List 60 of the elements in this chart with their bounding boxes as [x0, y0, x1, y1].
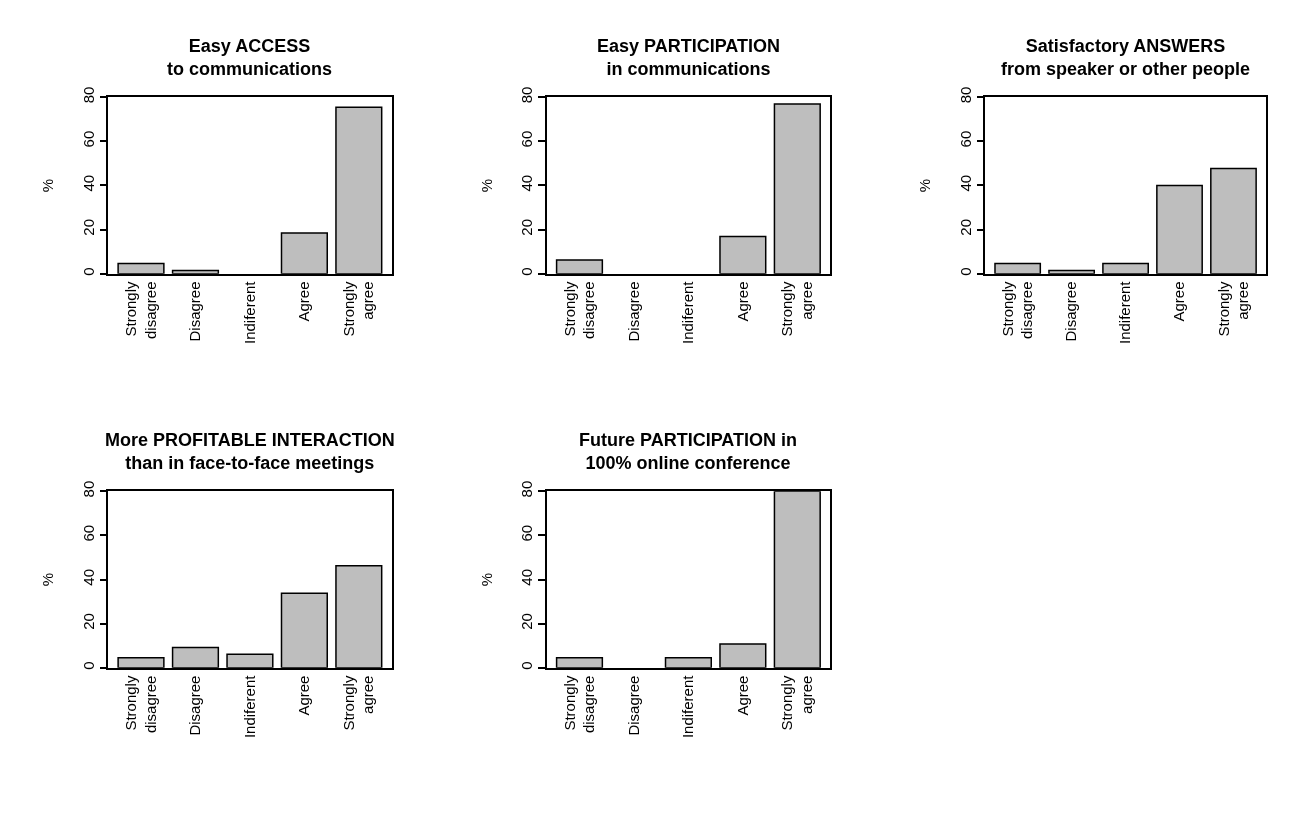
x-tick-label: Strongly disagree	[560, 675, 598, 734]
chart-title: Easy ACCESS to communications	[167, 36, 333, 80]
x-tick-label: Strongly disagree	[122, 675, 159, 734]
y-tick-label: 60	[518, 524, 536, 542]
x-tick-label: Strongly agree	[778, 280, 815, 337]
y-tick-label: 20	[956, 219, 974, 236]
x-tick-label: Agree	[295, 281, 313, 322]
chart-title: Future PARTICIPATION in 100% online conference	[579, 430, 797, 474]
y-tick-label: 0	[79, 661, 97, 670]
y-axis-title: %	[916, 178, 934, 193]
x-tick-label: Indiferent	[679, 674, 697, 739]
x-tick-label: Agree	[1170, 281, 1188, 322]
y-tick-label: 60	[518, 130, 536, 148]
y-tick-label: 20	[518, 613, 536, 630]
y-tick-label: 0	[518, 661, 536, 670]
x-tick-label: Strongly disagree	[998, 280, 1036, 340]
y-axis-title: %	[477, 572, 495, 587]
x-tick-label: Disagree	[1062, 281, 1080, 342]
x-tick-label: Indiferent	[1116, 280, 1134, 345]
x-tick-label: Strongly disagree	[122, 280, 159, 340]
x-tick-label: Strongly agree	[778, 675, 815, 731]
x-tick-label: Agree	[733, 675, 751, 716]
y-tick-label: 40	[518, 568, 536, 586]
y-tick-label: 80	[518, 86, 536, 104]
x-tick-label: Disagree	[186, 281, 204, 342]
y-axis-title: %	[477, 178, 495, 193]
y-tick-label: 20	[518, 219, 536, 236]
x-tick-label: Indiferent	[679, 280, 697, 345]
chart-title: Easy PARTICIPATION in communications	[597, 36, 781, 80]
y-tick-label: 40	[79, 568, 97, 586]
y-tick-label: 40	[518, 174, 536, 192]
y-tick-label: 40	[956, 174, 974, 192]
x-tick-label: Indiferent	[240, 280, 258, 345]
y-tick-label: 40	[79, 174, 97, 192]
y-tick-label: 60	[79, 524, 97, 542]
x-tick-label: Disagree	[624, 675, 642, 736]
x-tick-label: Strongly disagree	[560, 280, 598, 340]
y-tick-label: 20	[79, 219, 97, 236]
y-tick-label: 0	[518, 267, 536, 276]
y-tick-label: 60	[79, 130, 97, 148]
y-tick-label: 60	[956, 130, 974, 148]
x-tick-label: Agree	[295, 675, 313, 716]
x-tick-label: Strongly agree	[339, 675, 377, 731]
y-tick-label: 80	[79, 86, 97, 104]
y-axis-title: %	[39, 178, 57, 193]
y-tick-label: 80	[956, 86, 974, 104]
x-tick-label: Disagree	[186, 675, 204, 736]
y-axis-title: %	[39, 572, 57, 587]
x-tick-label: Indiferent	[240, 674, 258, 739]
x-tick-label: Agree	[733, 281, 751, 322]
y-tick-label: 20	[79, 613, 97, 630]
x-tick-label: Strongly agree	[339, 280, 377, 337]
y-tick-label: 0	[79, 267, 97, 276]
y-tick-label: 80	[518, 480, 536, 498]
y-tick-label: 80	[79, 480, 97, 498]
chart-title: Satisfactory ANSWERS from speaker or other people	[1001, 36, 1251, 80]
chart-title: More PROFITABLE INTERACTION than in face-to-face meetings	[105, 430, 395, 474]
x-tick-label: Disagree	[624, 281, 642, 342]
y-tick-label: 0	[956, 267, 974, 276]
x-tick-label: Strongly agree	[1214, 280, 1252, 337]
